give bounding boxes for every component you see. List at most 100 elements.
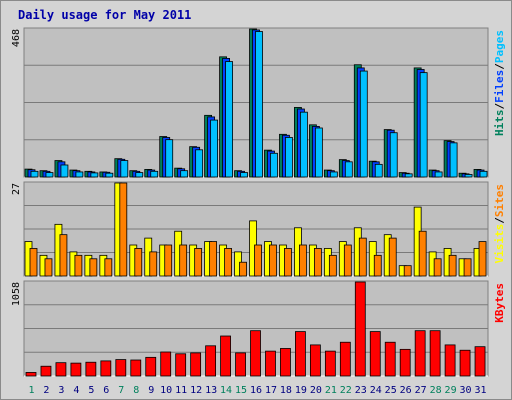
bar-sites-day-25 [388,237,397,277]
bar-pages-day-1 [30,170,39,178]
bar-sites-day-31 [478,241,487,277]
bar-kbytes-day-8 [130,359,142,377]
legend-kbytes: KBytes [493,283,506,323]
bar-sites-day-3 [59,234,68,277]
bar-sites-day-29 [448,254,457,277]
bar-sites-day-12 [194,248,203,277]
bar-sites-day-19 [299,244,307,277]
bar-sites-day-14 [224,248,232,277]
x-tick-label: 12 [190,385,202,396]
bar-kbytes-day-19 [295,331,306,377]
x-tick-label: 20 [310,385,322,396]
x-tick-label: 10 [160,385,172,396]
x-tick-label: 18 [280,385,292,396]
bar-kbytes-day-5 [85,361,97,377]
x-tick-label: 11 [175,385,187,396]
bar-kbytes-day-26 [399,348,411,377]
bar-pages-day-19 [300,111,308,178]
y-max-label: 468 [11,29,22,47]
bar-pages-day-14 [225,61,233,178]
x-tick-label: 29 [445,385,457,396]
bar-kbytes-day-10 [160,351,172,377]
bar-pages-day-13 [210,119,219,178]
bar-sites-day-26 [403,265,412,277]
x-tick-label: 27 [415,385,427,396]
bar-kbytes-day-22 [339,341,351,377]
bar-kbytes-day-29 [444,344,456,377]
bar-pages-day-12 [195,149,204,178]
x-tick-label: 5 [88,385,94,396]
bar-kbytes-day-9 [145,356,157,377]
bar-sites-day-27 [418,230,427,277]
x-tick-label: 1 [28,385,34,396]
x-tick-label: 28 [430,385,442,396]
x-tick-label: 9 [148,385,154,396]
x-tick-label: 21 [325,385,337,396]
bar-kbytes-day-14 [220,335,231,377]
x-tick-label: 19 [295,385,307,396]
x-tick-label: 31 [474,385,486,396]
bar-kbytes-day-1 [25,372,37,377]
x-tick-label: 16 [250,385,262,396]
bar-kbytes-day-21 [324,350,336,377]
legend-entry-separator: / [493,63,506,70]
bar-kbytes-day-28 [429,330,441,377]
bar-pages-day-18 [285,137,293,178]
legend-entry-separator: / [493,217,506,224]
bar-sites-day-10 [164,244,173,277]
bar-sites-day-30 [463,258,472,277]
legend-entry-pages: Pages [493,30,506,63]
bar-kbytes-day-4 [70,362,82,377]
x-tick-label: 3 [58,385,64,396]
bar-sites-day-8 [134,248,143,277]
legend-entry-hits: Hits [493,110,506,137]
x-tick-label: 2 [43,385,49,396]
bar-kbytes-day-20 [309,344,321,377]
x-tick-label: 14 [220,385,232,396]
bar-sites-day-5 [89,258,98,277]
legend-entry-files: Files [493,70,506,103]
bar-sites-day-4 [74,254,83,277]
legend-hits-files-pages: Hits/Files/Pages [493,30,506,136]
bar-sites-day-16 [254,244,262,277]
bar-sites-day-6 [104,258,113,277]
x-tick-label: 23 [355,385,367,396]
bar-sites-day-18 [284,248,292,277]
bar-pages-day-20 [314,127,323,178]
bar-pages-day-16 [255,31,263,178]
x-tick-label: 22 [340,385,352,396]
x-tick-label: 13 [205,385,217,396]
bar-sites-day-28 [433,258,442,277]
bar-pages-day-10 [165,139,174,178]
bar-kbytes-day-2 [40,365,52,377]
bar-sites-day-17 [269,244,277,277]
bar-pages-day-24 [374,163,383,178]
x-tick-label: 30 [460,385,472,396]
x-tick-label: 8 [133,385,139,396]
chart-title: Daily usage for May 2011 [18,8,192,22]
bar-pages-day-4 [75,171,84,178]
bar-sites-day-13 [209,241,218,277]
bar-kbytes-day-23 [354,281,366,377]
bar-pages-day-17 [270,152,278,178]
bar-sites-day-20 [313,248,322,277]
x-tick-label: 15 [235,385,247,396]
x-tick-label: 17 [265,385,277,396]
x-tick-label: 24 [370,385,382,396]
bar-kbytes-day-30 [459,349,471,377]
bar-pages-day-25 [389,132,398,178]
y-max-label: 27 [11,183,22,195]
bar-pages-day-21 [329,171,338,178]
bar-kbytes-day-31 [474,346,486,377]
bar-sites-day-24 [373,254,382,277]
x-tick-label: 6 [103,385,109,396]
bar-sites-day-1 [29,248,38,277]
bar-pages-day-3 [60,164,69,178]
bar-sites-day-9 [149,251,158,277]
bar-kbytes-day-6 [100,360,112,377]
bar-sites-day-22 [343,244,352,277]
bar-sites-day-7 [119,182,128,277]
bar-kbytes-day-13 [205,345,217,377]
legend-entry-kbytes: KBytes [493,283,506,323]
